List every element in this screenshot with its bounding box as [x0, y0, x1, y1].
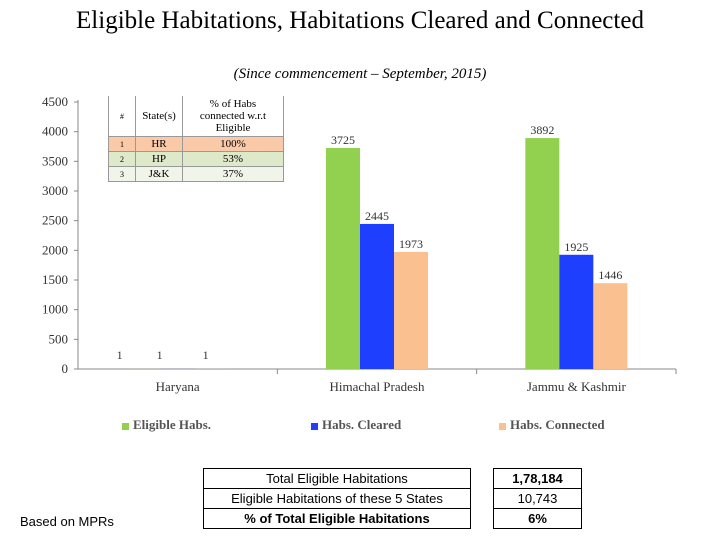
summary-table: Total Eligible Habitations 1,78,184 Elig…	[203, 468, 582, 529]
table-cell: 1	[108, 136, 136, 152]
legend-item-cleared: Habs. Cleared	[311, 417, 401, 433]
data-label: 1973	[399, 237, 423, 251]
bar	[360, 223, 394, 369]
legend-swatch	[499, 422, 506, 430]
y-tick-label: 1500	[42, 272, 68, 287]
y-tick-label: 3000	[42, 183, 68, 198]
data-label: 3725	[331, 133, 355, 147]
summary-value: 6%	[493, 508, 582, 529]
bar	[326, 147, 360, 369]
table-header-percent: % of Habs connected w.r.t Eligible	[182, 96, 284, 137]
y-tick-label: 4500	[42, 94, 68, 109]
bar	[525, 138, 560, 369]
y-tick-label: 4000	[42, 124, 68, 139]
bar	[593, 283, 628, 369]
data-label: 1925	[564, 240, 588, 254]
table-cell: HR	[135, 136, 183, 152]
table-row: 3 J&K 37%	[108, 166, 284, 182]
legend-swatch	[311, 422, 318, 430]
summary-value: 10,743	[493, 488, 582, 509]
table-cell: 2	[108, 151, 136, 167]
x-tick-label: Jammu & Kashmir	[527, 379, 627, 394]
y-tick-label: 0	[62, 361, 69, 376]
bar	[394, 251, 428, 369]
y-tick-label: 2000	[42, 242, 68, 257]
data-label: 1446	[598, 268, 622, 282]
summary-row: % of Total Eligible Habitations 6%	[203, 508, 582, 529]
data-label: 1	[157, 348, 163, 362]
bar-chart: 0 500 1000 1500 2000 2500 3000 3500 4000 4500 Hary…	[42, 94, 677, 394]
summary-row: Eligible Habitations of these 5 States 1…	[203, 488, 582, 509]
legend-label: Eligible Habs.	[133, 417, 212, 432]
summary-label: Eligible Habitations of these 5 States	[203, 488, 471, 509]
table-header-index: #	[108, 96, 136, 137]
summary-row: Total Eligible Habitations 1,78,184	[203, 468, 582, 489]
table-row: 1 HR 100%	[108, 136, 284, 152]
y-tick-label: 1000	[42, 302, 68, 317]
table-cell: J&K	[135, 166, 183, 182]
chart-subtitle: (Since commencement – September, 2015)	[233, 66, 487, 82]
table-header-state: State(s)	[135, 96, 183, 137]
y-tick-label: 2500	[42, 213, 68, 228]
summary-label: % of Total Eligible Habitations	[203, 508, 471, 529]
legend-swatch	[122, 422, 129, 430]
data-label: 2445	[365, 209, 389, 223]
chart-title: Eligible Habitations, Habitations Cleare…	[76, 7, 644, 34]
legend-label: Habs. Cleared	[322, 417, 402, 432]
data-label: 3892	[530, 123, 554, 137]
y-tick-label: 3500	[42, 153, 68, 168]
bar	[559, 254, 594, 369]
table-cell: 3	[108, 166, 136, 182]
state-percentage-table: # State(s) % of Habs connected w.r.t Eli…	[108, 96, 284, 182]
footnote: Based on MPRs	[20, 514, 114, 529]
y-tick-label: 500	[49, 331, 69, 346]
x-tick-label: Himachal Pradesh	[330, 379, 425, 394]
legend-item-eligible: Eligible Habs.	[122, 417, 211, 433]
table-cell: 100%	[182, 136, 284, 152]
table-cell: 37%	[182, 166, 284, 182]
table-cell: 53%	[182, 151, 284, 167]
data-label: 1	[203, 348, 209, 362]
summary-label: Total Eligible Habitations	[203, 468, 471, 489]
legend-label: Habs. Connected	[510, 417, 605, 432]
table-row: 2 HP 53%	[108, 151, 284, 167]
x-tick-label: Haryana	[156, 379, 200, 394]
summary-value: 1,78,184	[493, 468, 582, 489]
data-label: 1	[117, 348, 123, 362]
legend-item-connected: Habs. Connected	[499, 417, 605, 433]
table-cell: HP	[135, 151, 183, 167]
